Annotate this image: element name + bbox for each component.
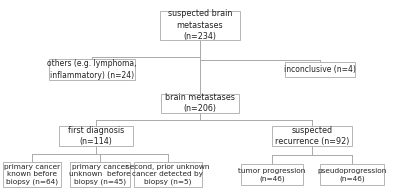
Text: others (e.g. lymphoma,
inflammatory) (n=24): others (e.g. lymphoma, inflammatory) (n=… [47, 59, 137, 80]
FancyBboxPatch shape [285, 62, 355, 77]
Text: brain metastases
(n=206): brain metastases (n=206) [165, 93, 235, 113]
Text: tumor progression
(n=46): tumor progression (n=46) [238, 168, 306, 182]
FancyBboxPatch shape [272, 126, 352, 146]
FancyBboxPatch shape [70, 162, 130, 187]
FancyBboxPatch shape [160, 11, 240, 40]
FancyBboxPatch shape [49, 59, 135, 80]
Text: suspected
recurrence (n=92): suspected recurrence (n=92) [275, 126, 349, 146]
Text: second, prior unknown
cancer detected by
biopsy (n=5): second, prior unknown cancer detected by… [126, 164, 210, 185]
FancyBboxPatch shape [241, 164, 303, 185]
Text: primary cancer
unknown  before
biopsy (n=45): primary cancer unknown before biopsy (n=… [69, 164, 131, 185]
Text: suspected brain
metastases
(n=234): suspected brain metastases (n=234) [168, 9, 232, 41]
FancyBboxPatch shape [134, 162, 202, 187]
FancyBboxPatch shape [320, 164, 384, 185]
Text: pseudoprogression
(n=46): pseudoprogression (n=46) [317, 168, 387, 182]
Text: inconclusive (n=4): inconclusive (n=4) [284, 65, 356, 74]
FancyBboxPatch shape [161, 94, 239, 113]
Text: first diagnosis
(n=114): first diagnosis (n=114) [68, 126, 124, 146]
FancyBboxPatch shape [59, 126, 133, 146]
FancyBboxPatch shape [3, 162, 61, 187]
Text: primary cancer
known before
biopsy (n=64): primary cancer known before biopsy (n=64… [4, 164, 60, 185]
